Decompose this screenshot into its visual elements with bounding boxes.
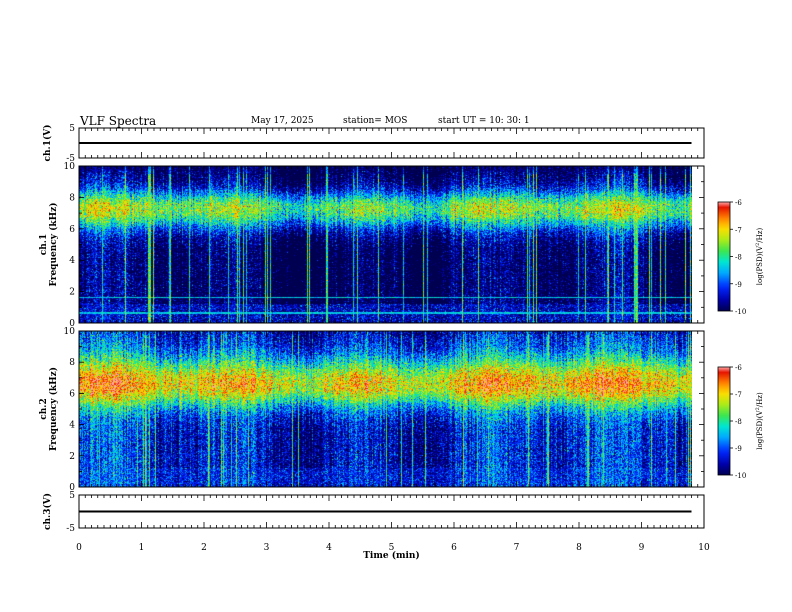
y-tick-label: 5 xyxy=(69,491,75,501)
y-axis-label: ch.1 xyxy=(39,234,49,255)
y-axis-label: Frequency (kHz) xyxy=(48,202,59,286)
y-axis-label: ch.1(V) xyxy=(42,125,53,162)
colorbar-tick-label: -7 xyxy=(735,391,742,399)
x-tick-label: 3 xyxy=(264,543,270,553)
y-tick-label: 4 xyxy=(69,421,75,431)
colorbar xyxy=(717,366,731,476)
x-tick-label: 2 xyxy=(201,543,207,553)
y-tick-label: 2 xyxy=(69,452,75,462)
x-tick-label: 10 xyxy=(698,543,710,553)
y-tick-label: 10 xyxy=(64,327,76,337)
date-label: May 17, 2025 xyxy=(251,116,314,126)
y-tick-label: 2 xyxy=(69,288,75,298)
x-axis-label: Time (min) xyxy=(363,550,420,561)
y-axis-label: ch.3(V) xyxy=(42,493,53,530)
y-tick-label: 6 xyxy=(69,389,75,399)
x-tick-label: 0 xyxy=(76,543,82,553)
y-tick-label: -5 xyxy=(66,524,75,534)
colorbar-tick-label: -8 xyxy=(735,254,742,262)
colorbar-tick-label: -6 xyxy=(735,364,742,372)
colorbar-tick-label: -9 xyxy=(735,281,742,289)
y-tick-label: 10 xyxy=(64,162,76,172)
x-tick-label: 5 xyxy=(389,543,395,553)
colorbar xyxy=(717,201,731,312)
x-tick-label: 1 xyxy=(139,543,145,553)
y-tick-label: 0 xyxy=(69,319,75,329)
x-tick-label: 6 xyxy=(451,543,457,553)
y-tick-label: 6 xyxy=(69,225,75,235)
y-tick-label: 4 xyxy=(69,256,75,266)
y-tick-label: 5 xyxy=(69,124,75,134)
colorbar-label: log(PSD)(V2/Hz) xyxy=(755,228,764,286)
colorbar-tick-label: -10 xyxy=(735,472,746,480)
y-axis-label: ch.2 xyxy=(39,398,49,419)
colorbar-tick-label: -7 xyxy=(735,226,742,234)
y-tick-label: 8 xyxy=(69,193,75,203)
y-axis-label: Frequency (kHz) xyxy=(48,367,59,451)
colorbar-tick-label: -6 xyxy=(735,199,742,207)
colorbar-tick-label: -8 xyxy=(735,418,742,426)
colorbar-tick-label: -10 xyxy=(735,308,746,316)
x-tick-label: 9 xyxy=(639,543,645,553)
colorbar-tick-label: -9 xyxy=(735,445,742,453)
x-tick-label: 8 xyxy=(576,543,582,553)
x-tick-label: 4 xyxy=(326,543,332,553)
y-tick-label: 8 xyxy=(69,358,75,368)
station-label: station= MOS xyxy=(343,116,408,126)
start-time-label: start UT = 10: 30: 1 xyxy=(438,116,530,126)
colorbar-label: log(PSD)(V2/Hz) xyxy=(755,392,764,450)
spectrogram-image xyxy=(79,331,692,487)
chart-title: VLF Spectra xyxy=(80,114,157,128)
y-tick-label: 0 xyxy=(69,483,75,493)
x-tick-label: 7 xyxy=(514,543,520,553)
spectrogram-image xyxy=(79,166,692,323)
y-tick-label: -5 xyxy=(66,154,75,164)
